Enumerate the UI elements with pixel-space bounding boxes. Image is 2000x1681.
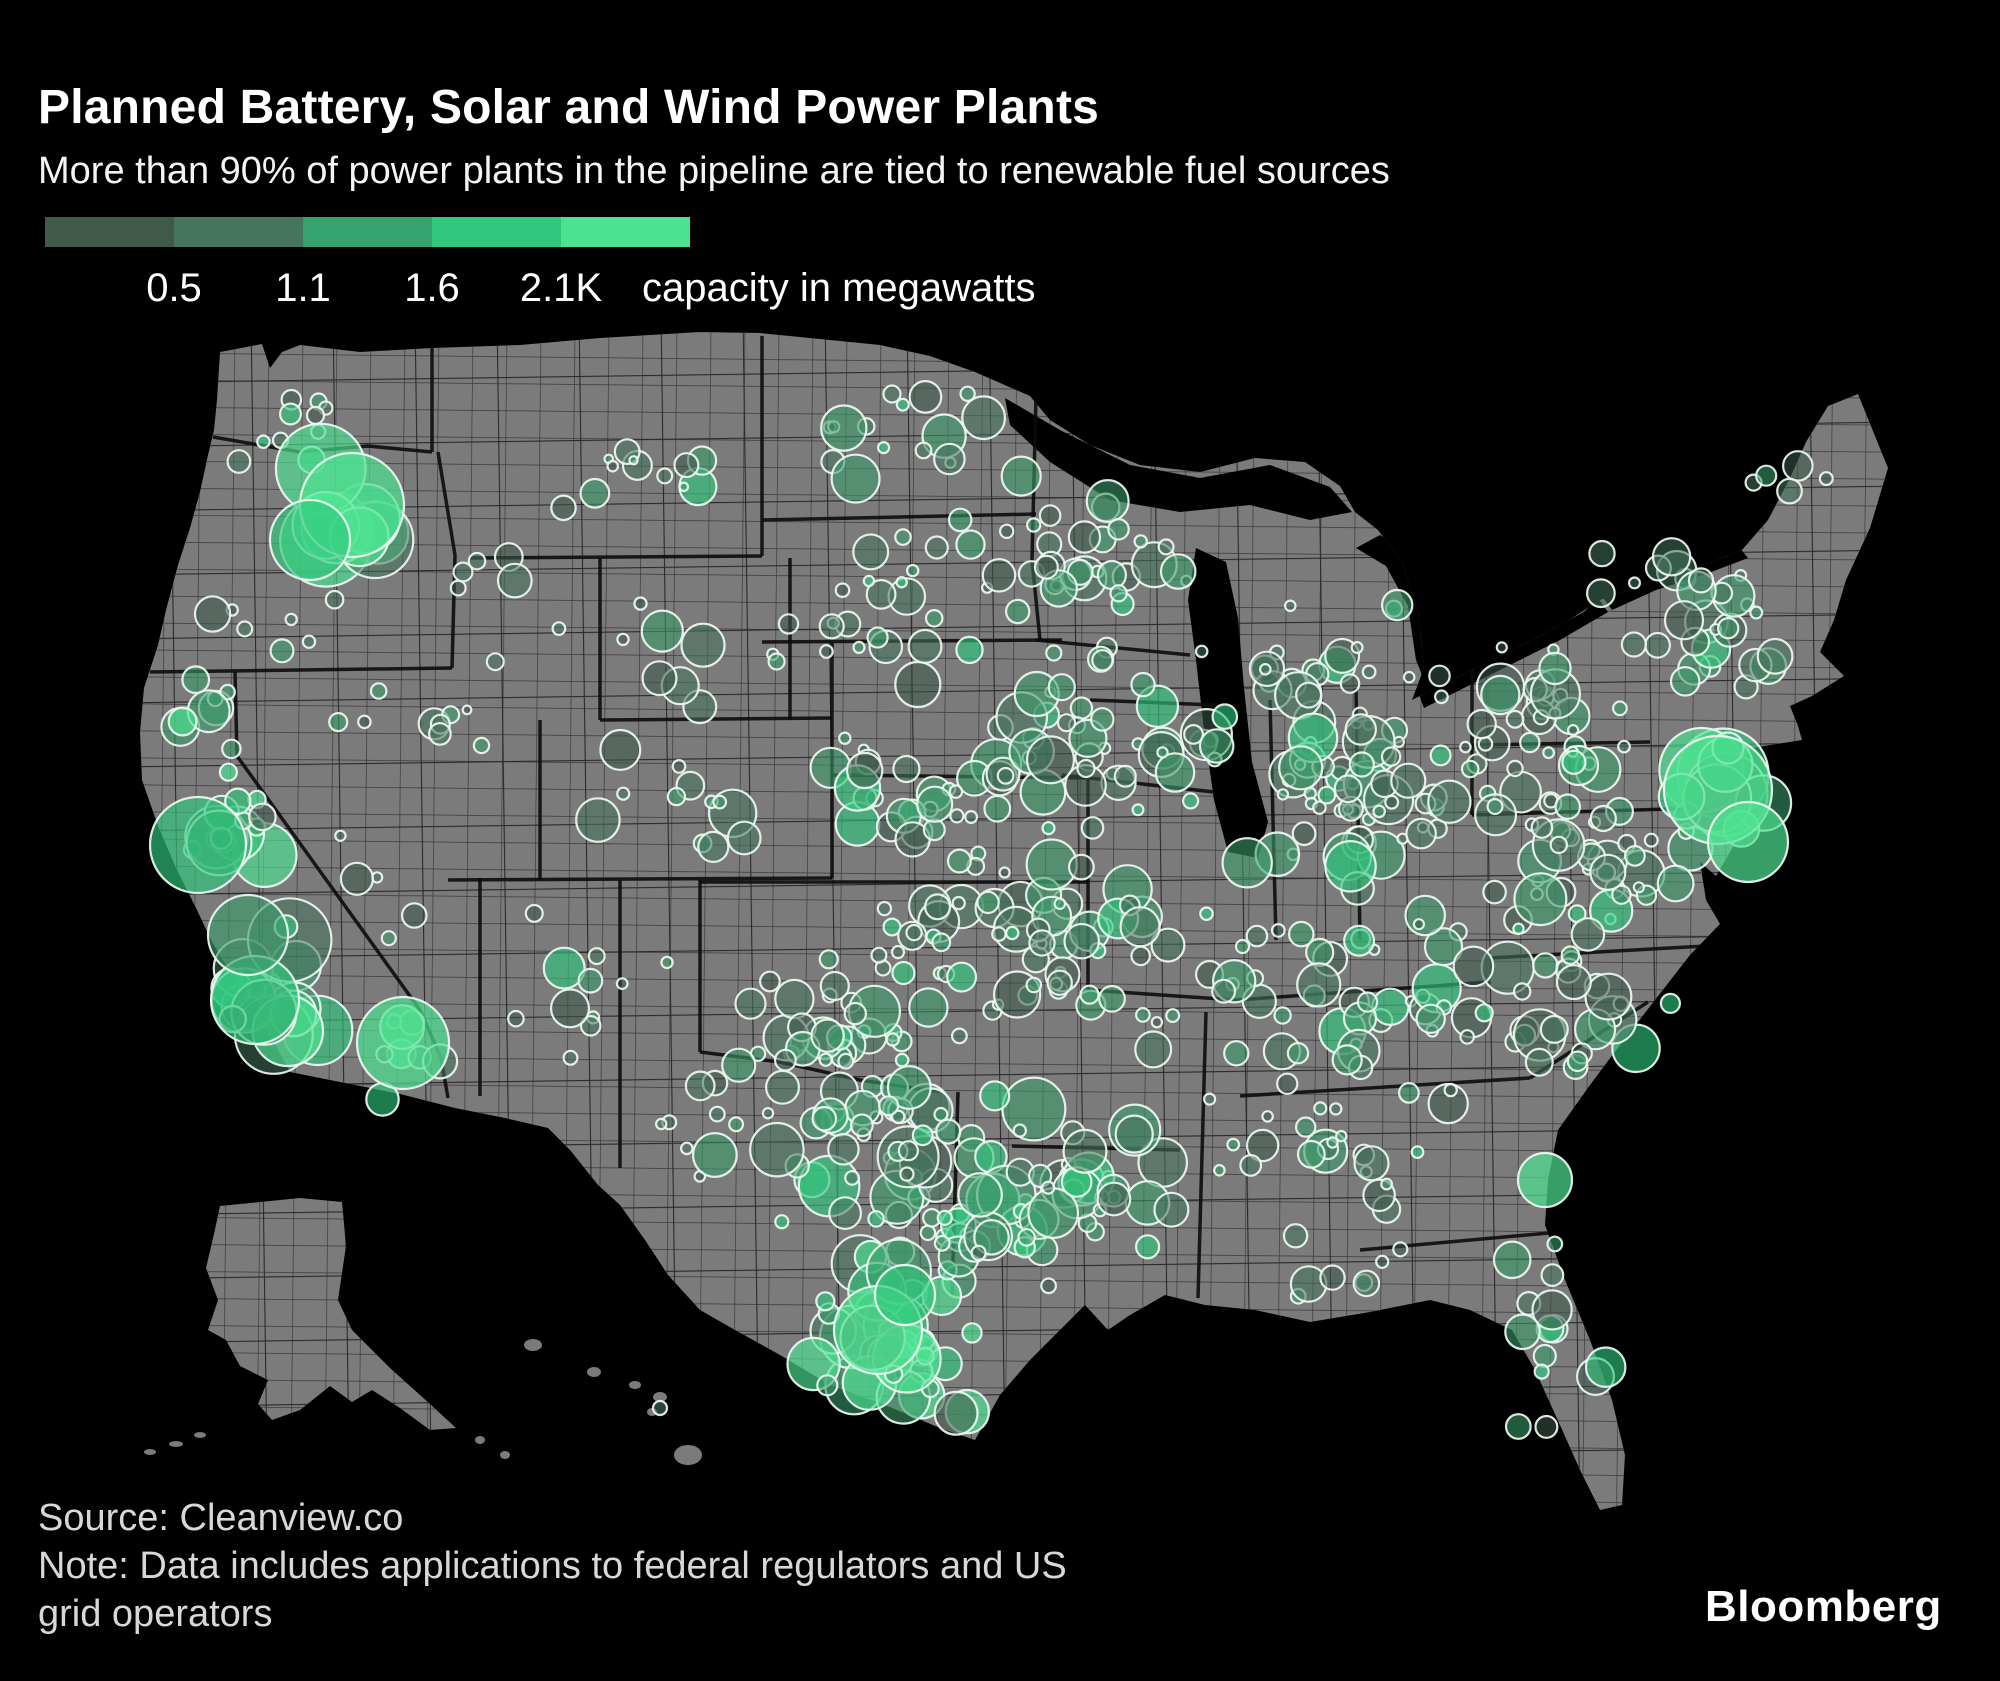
highlight-bubble — [148, 795, 248, 895]
highlight-bubble — [1706, 800, 1790, 884]
capacity-bubbles — [148, 380, 1834, 1440]
state-border — [1268, 699, 1278, 941]
highlight-bubble — [206, 893, 290, 977]
great-lake — [1005, 398, 1352, 520]
aleutian-island — [169, 1441, 183, 1447]
legend-segment-4 — [561, 217, 690, 247]
capacity-color-scale — [45, 217, 690, 247]
footer-notes: Source: Cleanview.co Note: Data includes… — [38, 1494, 1067, 1638]
legend-caption: capacity in megawatts — [642, 266, 1036, 310]
aleutian-island — [500, 1451, 510, 1459]
bloomberg-logo: Bloomberg — [1705, 1582, 1942, 1631]
hawaii-island — [524, 1339, 542, 1351]
state-border — [1196, 1011, 1208, 1299]
legend-segment-2 — [303, 217, 432, 247]
legend-segment-0 — [45, 217, 174, 247]
great-lake — [1418, 598, 1608, 708]
capacity-scale-labels: 0.5 1.1 1.6 2.1K capacity in megawatts — [0, 266, 1300, 312]
highlight-bubble — [873, 1263, 937, 1327]
hawaii-island — [653, 1392, 667, 1402]
legend-tick-3: 2.1K — [519, 266, 603, 310]
aleutian-island — [475, 1436, 485, 1444]
note-line-1: Note: Data includes applications to fede… — [38, 1545, 1067, 1587]
legend-segment-1 — [174, 217, 303, 247]
legend-tick-1: 1.1 — [275, 266, 331, 310]
legend-segment-3 — [432, 217, 561, 247]
hawaii-island — [629, 1381, 641, 1389]
legend-tick-2: 1.6 — [404, 266, 460, 310]
page-subtitle: More than 90% of power plants in the pip… — [38, 150, 1390, 192]
great-lake — [1188, 548, 1268, 858]
state-border — [1030, 395, 1042, 641]
highlight-bubble — [1516, 1151, 1574, 1209]
source-line: Source: Cleanview.co — [38, 1497, 404, 1539]
highlight-bubble — [268, 498, 352, 582]
aleutian-island — [194, 1432, 206, 1438]
state-border — [599, 716, 833, 722]
hawaii-island — [587, 1367, 601, 1377]
state-border — [436, 451, 457, 669]
highlight-bubble — [651, 1399, 669, 1417]
aleutian-island — [144, 1449, 156, 1455]
note-line-2: grid operators — [38, 1593, 273, 1635]
page-title: Planned Battery, Solar and Wind Power Pl… — [38, 81, 1100, 135]
hawaii-island — [674, 1445, 702, 1465]
state-border — [761, 512, 1037, 522]
state-border — [447, 876, 833, 882]
legend-tick-0: 0.5 — [146, 266, 202, 310]
highlight-bubble — [355, 995, 451, 1091]
